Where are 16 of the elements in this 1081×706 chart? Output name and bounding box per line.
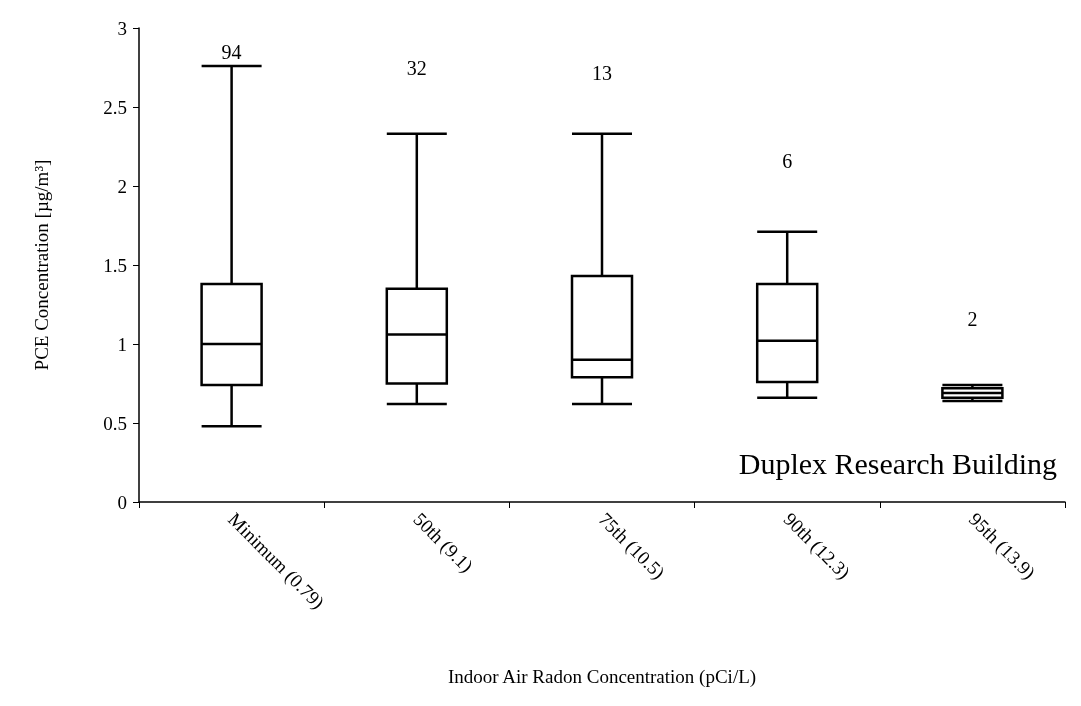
annotation: 32 xyxy=(406,57,427,79)
annotation: 94 xyxy=(221,41,242,63)
y-tick-label: 1 xyxy=(117,333,127,355)
y-tick-label: 0.5 xyxy=(103,412,127,434)
x-tick-label: 50th (9.1) xyxy=(408,508,478,578)
annotation: Duplex Research Building xyxy=(738,446,1058,480)
y-axis-title: PCE Concentration [µg/m³] xyxy=(31,159,52,371)
y-tick-label: 2.5 xyxy=(103,96,127,118)
y-tick-label: 0 xyxy=(117,491,127,513)
y-tick-label: 3 xyxy=(117,17,127,39)
annotation: 6 xyxy=(782,150,793,172)
annotation: 13 xyxy=(592,62,612,84)
y-tick-label: 1.5 xyxy=(103,254,127,276)
x-axis-title: Indoor Air Radon Concentration (pCi/L) xyxy=(447,666,757,688)
annotation: 2 xyxy=(967,308,978,330)
y-tick-label: 2 xyxy=(117,175,127,197)
